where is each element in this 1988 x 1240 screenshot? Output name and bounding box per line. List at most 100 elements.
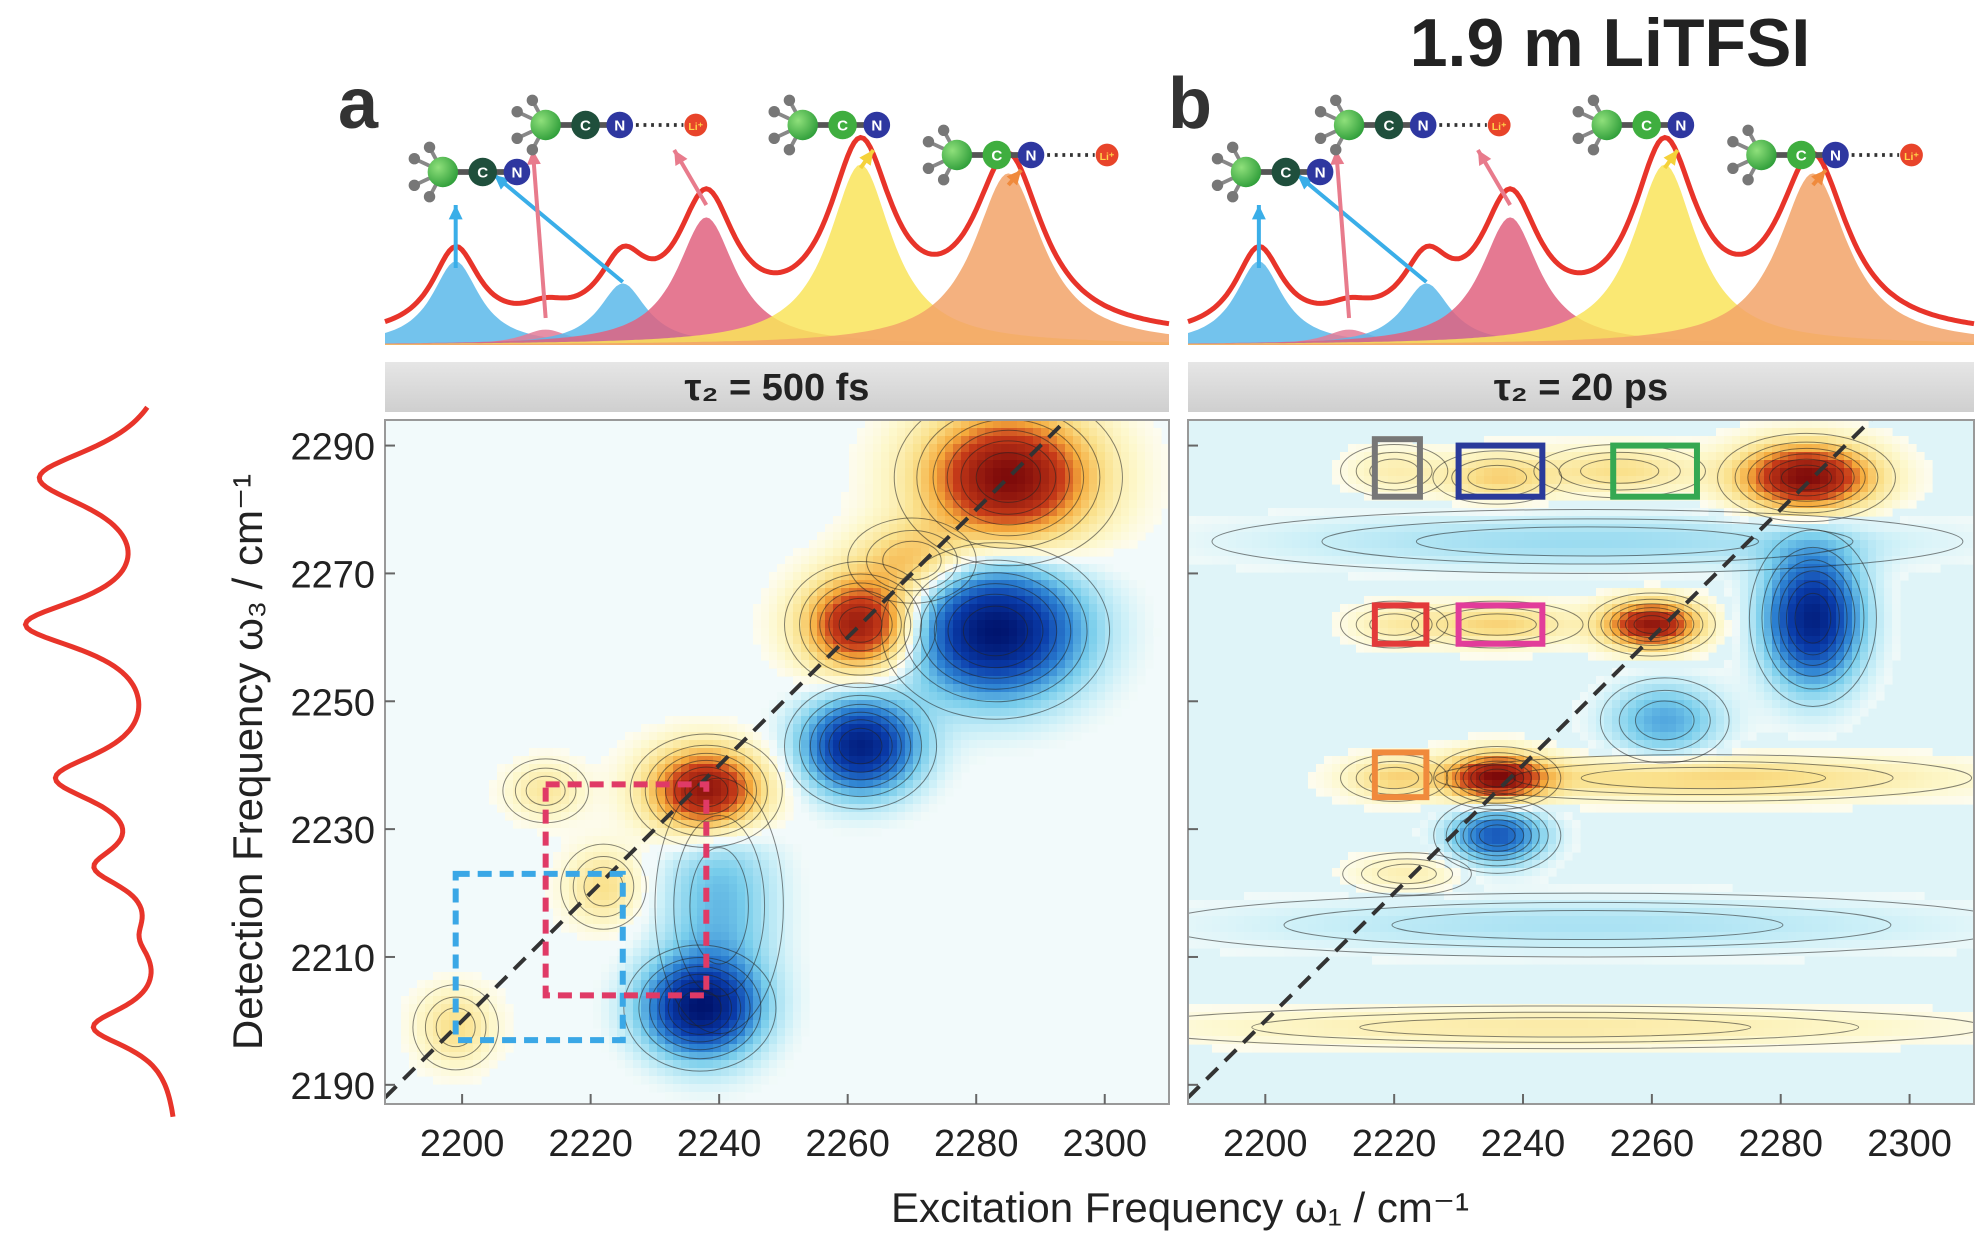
acetonitrile-molecule: C N Li⁺ — [1314, 94, 1511, 156]
acetonitrile-molecule: C N Li⁺ — [922, 124, 1119, 186]
carbon-atom-label: C — [1280, 165, 1291, 182]
nitrogen-atom-label: N — [511, 165, 522, 182]
contour-line — [1470, 764, 1525, 792]
contour-line — [1633, 615, 1671, 634]
contour-line — [799, 694, 923, 798]
contour-line — [1454, 810, 1540, 861]
contour-line — [838, 727, 883, 765]
overlay-panel-b — [1188, 420, 1873, 1100]
contour-line — [654, 777, 784, 1035]
contour-line — [1478, 768, 1516, 788]
2d-map-panel-a — [385, 420, 1169, 1104]
arrow-head — [1811, 170, 1826, 186]
spectrum-panel-b — [1187, 134, 1975, 345]
contour-line — [1618, 689, 1711, 752]
y-tick-label: 2230 — [290, 810, 375, 852]
contour-line — [1454, 756, 1540, 800]
contour-line — [1410, 600, 1584, 649]
lithium-ion-label: Li⁺ — [1100, 152, 1115, 163]
x-tick-label-a: 2220 — [548, 1123, 633, 1165]
contour-line — [1432, 450, 1563, 505]
contour-line — [960, 440, 1057, 515]
carbon-atom-label: C — [991, 148, 1002, 165]
panel-letter-b: b — [1168, 64, 1212, 144]
x-tick-label-b: 2200 — [1223, 1123, 1308, 1165]
contour-line — [689, 847, 749, 965]
contour-line — [1321, 518, 1854, 565]
carbon-atom-label: C — [580, 118, 591, 135]
acetonitrile-molecule: C N Li⁺ — [511, 94, 708, 156]
contour-line — [819, 590, 902, 659]
figure-title: 1.9 m LiTFSI — [1410, 5, 1811, 81]
contour-line — [783, 561, 938, 689]
x-tick-label-a: 2240 — [677, 1123, 762, 1165]
contour-line — [903, 559, 1088, 703]
x-tick-label-b: 2240 — [1481, 1123, 1566, 1165]
y-tick-label: 2250 — [290, 682, 375, 724]
arrow-head — [1663, 150, 1678, 166]
contour-line — [1558, 451, 1681, 491]
contour-line — [525, 775, 566, 806]
lithium-ion-label: Li⁺ — [688, 122, 703, 133]
contour-line — [975, 452, 1041, 503]
nitrogen-atom-label: N — [1675, 118, 1686, 135]
highlight-box-a-1 — [542, 781, 710, 999]
panel-header-a-label: τ₂ = 500 fs — [685, 367, 870, 409]
contour-line — [809, 703, 912, 789]
contour-line — [1761, 546, 1865, 690]
spectrum-component-2 — [1188, 283, 1974, 345]
contour-line — [946, 429, 1071, 526]
contour-line — [1445, 752, 1549, 804]
nitrogen-atom-label: N — [1315, 165, 1326, 182]
arrow-head — [1330, 150, 1345, 165]
contour-line — [1786, 580, 1840, 656]
overlay-panel-a — [385, 420, 1068, 1100]
nitrogen-atom-label: N — [871, 118, 882, 135]
contour-line — [1433, 745, 1562, 811]
contour-line — [1359, 1017, 1752, 1038]
contour-line — [893, 420, 1123, 567]
diagonal-line-a — [385, 420, 1068, 1100]
spectrum-component-5 — [385, 173, 1169, 345]
acetonitrile-molecule: C N Li⁺ — [1727, 124, 1923, 186]
x-tick-label-a: 2300 — [1062, 1123, 1147, 1165]
contour-line — [1770, 559, 1856, 677]
lithium-ion-label: Li⁺ — [1904, 152, 1919, 163]
highlight-box-b-4 — [1455, 602, 1546, 647]
arrow-head — [1006, 170, 1022, 186]
contour-line — [932, 420, 1085, 537]
contour-line — [866, 530, 958, 592]
contour-line — [1355, 451, 1433, 491]
contour-line — [882, 540, 942, 581]
contour-line — [1717, 432, 1896, 523]
contour-line — [799, 573, 923, 676]
contour-line — [1758, 453, 1855, 502]
contour-line — [1599, 677, 1730, 764]
x-tick-label-b: 2220 — [1352, 1123, 1437, 1165]
contour-line — [847, 517, 977, 604]
plot-frame-a — [384, 419, 1170, 1105]
x-tick-label-a: 2260 — [805, 1123, 890, 1165]
arrow-head — [526, 150, 541, 165]
arrow-head — [859, 150, 874, 166]
molecule-annotations-a: C NC N Li⁺ C NC N Li⁺ — [408, 94, 1119, 319]
x-tick-label-b: 2260 — [1610, 1123, 1695, 1165]
2d-map-panel-b — [1188, 420, 1974, 1104]
y-tick-label: 2210 — [290, 938, 375, 980]
plot-frame-b — [1187, 419, 1975, 1105]
linear-absorption-trace — [22, 405, 176, 1118]
contour-line — [1609, 603, 1695, 646]
contour-line — [1251, 1011, 1860, 1043]
contour-line — [1391, 909, 1784, 941]
contour-line — [1768, 458, 1844, 497]
contour-line — [1369, 613, 1420, 636]
contour-line — [1433, 797, 1562, 874]
contour-line — [560, 843, 647, 930]
contour-line — [947, 593, 1044, 669]
contour-line — [674, 766, 739, 815]
contour-line — [1188, 892, 1974, 958]
nitrogen-atom-label: N — [1026, 148, 1037, 165]
